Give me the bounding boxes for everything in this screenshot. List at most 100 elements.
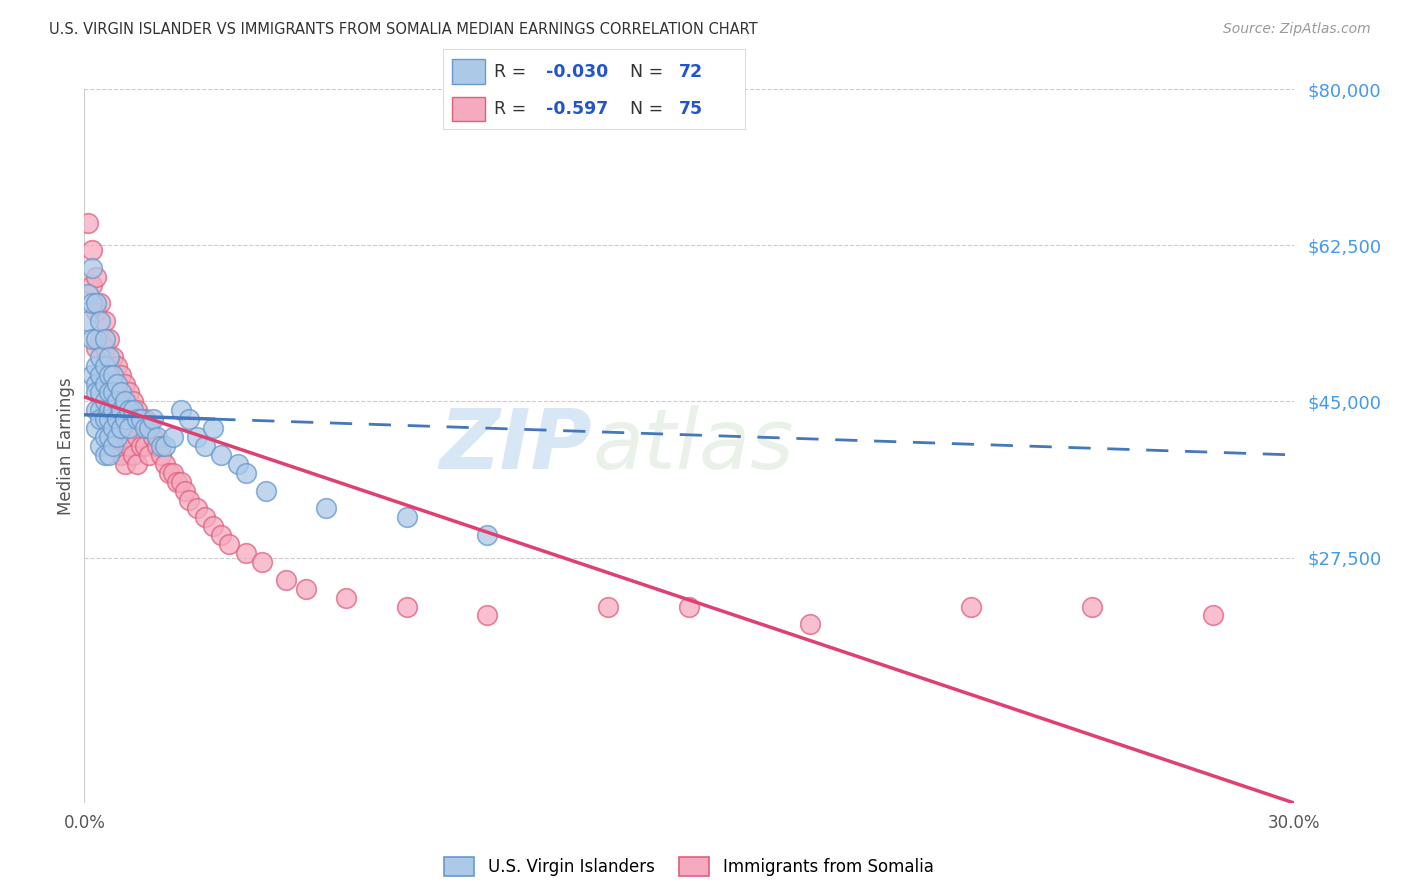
Point (82, 368, 104, 382)
Point (93, 430, 115, 444)
Point (93, 341, 115, 355)
Point (134, 439, 156, 453)
Point (89, 403, 111, 417)
Point (114, 403, 136, 417)
Point (97, 430, 120, 444)
Point (129, 412, 152, 426)
Point (101, 376, 124, 391)
Text: atlas: atlas (592, 406, 794, 486)
Point (86, 305, 108, 319)
Point (114, 376, 136, 391)
Text: N =: N = (630, 62, 669, 80)
Point (121, 394, 143, 409)
Point (93, 332, 115, 346)
Point (174, 483, 197, 498)
Point (89, 368, 111, 382)
Point (110, 394, 132, 409)
Point (101, 368, 124, 382)
Point (86, 296, 108, 310)
Point (274, 573, 297, 587)
Point (142, 430, 165, 444)
Point (101, 421, 124, 435)
Point (114, 394, 136, 409)
Point (89, 439, 111, 453)
Point (118, 439, 141, 453)
Point (89, 314, 111, 328)
Point (477, 608, 499, 623)
Point (194, 439, 217, 453)
Point (89, 412, 111, 426)
FancyBboxPatch shape (451, 60, 485, 84)
Point (118, 421, 141, 435)
Point (105, 385, 128, 400)
Text: -0.030: -0.030 (546, 62, 607, 80)
Point (82, 296, 104, 310)
Point (146, 430, 169, 444)
Point (395, 599, 418, 614)
Text: N =: N = (630, 100, 669, 119)
Point (89, 296, 111, 310)
Point (93, 314, 115, 328)
Point (125, 412, 148, 426)
Point (101, 350, 124, 364)
Point (93, 412, 115, 426)
Point (235, 466, 257, 480)
Point (226, 457, 249, 471)
Point (799, 617, 821, 632)
Point (186, 501, 208, 516)
Point (1202, 608, 1225, 623)
Point (960, 599, 983, 614)
Point (105, 376, 128, 391)
Legend: U.S. Virgin Islanders, Immigrants from Somalia: U.S. Virgin Islanders, Immigrants from S… (437, 850, 941, 883)
Point (105, 430, 128, 444)
Point (121, 448, 143, 462)
Point (93, 368, 115, 382)
Point (77, 216, 100, 230)
Point (105, 359, 128, 373)
Point (86, 421, 108, 435)
Point (82, 332, 104, 346)
Point (194, 510, 217, 524)
Point (105, 412, 128, 426)
Point (138, 421, 160, 435)
Point (129, 439, 152, 453)
Point (97, 332, 120, 346)
Point (142, 412, 165, 426)
Point (209, 528, 232, 542)
Point (138, 421, 160, 435)
Point (202, 519, 225, 533)
Point (93, 403, 115, 417)
Point (678, 599, 700, 614)
Point (110, 403, 132, 417)
Point (118, 403, 141, 417)
Point (97, 385, 120, 400)
Text: Source: ZipAtlas.com: Source: ZipAtlas.com (1223, 22, 1371, 37)
Text: ZIP: ZIP (440, 406, 592, 486)
Point (295, 582, 318, 596)
Point (77, 287, 100, 301)
Point (209, 448, 232, 462)
Point (86, 403, 108, 417)
Point (186, 430, 208, 444)
Point (86, 269, 108, 284)
Point (153, 439, 176, 453)
Point (82, 278, 104, 293)
Point (157, 466, 180, 480)
Point (477, 528, 499, 542)
Point (134, 412, 156, 426)
Point (129, 412, 152, 426)
Point (254, 483, 277, 498)
Point (121, 421, 143, 435)
Point (315, 501, 337, 516)
Point (118, 412, 141, 426)
Point (395, 510, 418, 524)
Point (134, 421, 156, 435)
Point (105, 394, 128, 409)
Point (125, 403, 148, 417)
Point (250, 555, 273, 569)
Point (125, 457, 148, 471)
Point (101, 385, 124, 400)
Point (110, 448, 132, 462)
Point (1081, 599, 1104, 614)
Point (89, 368, 111, 382)
